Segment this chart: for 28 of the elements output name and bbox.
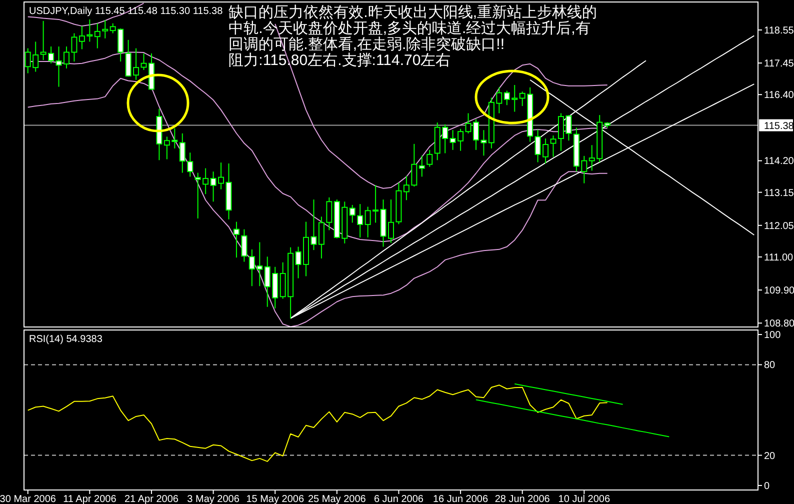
y-tick-label: 114.20 bbox=[764, 156, 794, 168]
y-tick-label: 118.55 bbox=[764, 25, 794, 36]
y-tick-label: 100 bbox=[764, 330, 782, 342]
x-tick-label: 10 Jul 2006 bbox=[558, 494, 610, 504]
y-tick-label: 116.40 bbox=[764, 90, 794, 102]
y-tick-label: 109.90 bbox=[764, 286, 794, 297]
x-tick-label: 16 Jun 2006 bbox=[433, 494, 488, 504]
chart-title: RSI(14) 54.9383 bbox=[29, 334, 103, 345]
x-tick-label: 21 Apr 2006 bbox=[124, 494, 179, 504]
y-tick-label: 80 bbox=[764, 360, 776, 372]
y-tick-label: 0 bbox=[764, 480, 770, 492]
y-tick-label: 113.15 bbox=[764, 188, 794, 199]
ref-line-label: 115.38 bbox=[764, 120, 794, 132]
x-tick-label: 6 Jun 2006 bbox=[374, 494, 424, 504]
y-tick-label: 112.05 bbox=[764, 220, 794, 232]
y-tick-label: 20 bbox=[764, 450, 776, 462]
x-tick-label: 15 May 2006 bbox=[246, 494, 304, 504]
annotation: 中轨.今天收盘价处开盘,多头的味道.经过大幅拉升后,有 bbox=[228, 20, 590, 37]
x-tick-label: 11 Apr 2006 bbox=[63, 494, 117, 504]
x-tick-label: 30 Mar 2006 bbox=[0, 494, 56, 504]
x-tick-label: 3 May 2006 bbox=[187, 494, 240, 504]
x-tick-label: 28 Jun 2006 bbox=[494, 494, 550, 504]
annotation: 缺口的压力依然有效.昨天收出大阳线,重新站上步林线的 bbox=[228, 4, 598, 21]
x-tick-label: 25 May 2006 bbox=[308, 494, 366, 504]
y-tick-label: 108.80 bbox=[764, 318, 794, 330]
y-tick-label: 117.45 bbox=[764, 58, 794, 70]
y-tick-label: 111.00 bbox=[764, 252, 794, 264]
chart-title: USDJPY,Daily 115.45 115.48 115.30 115.38 bbox=[29, 6, 224, 17]
